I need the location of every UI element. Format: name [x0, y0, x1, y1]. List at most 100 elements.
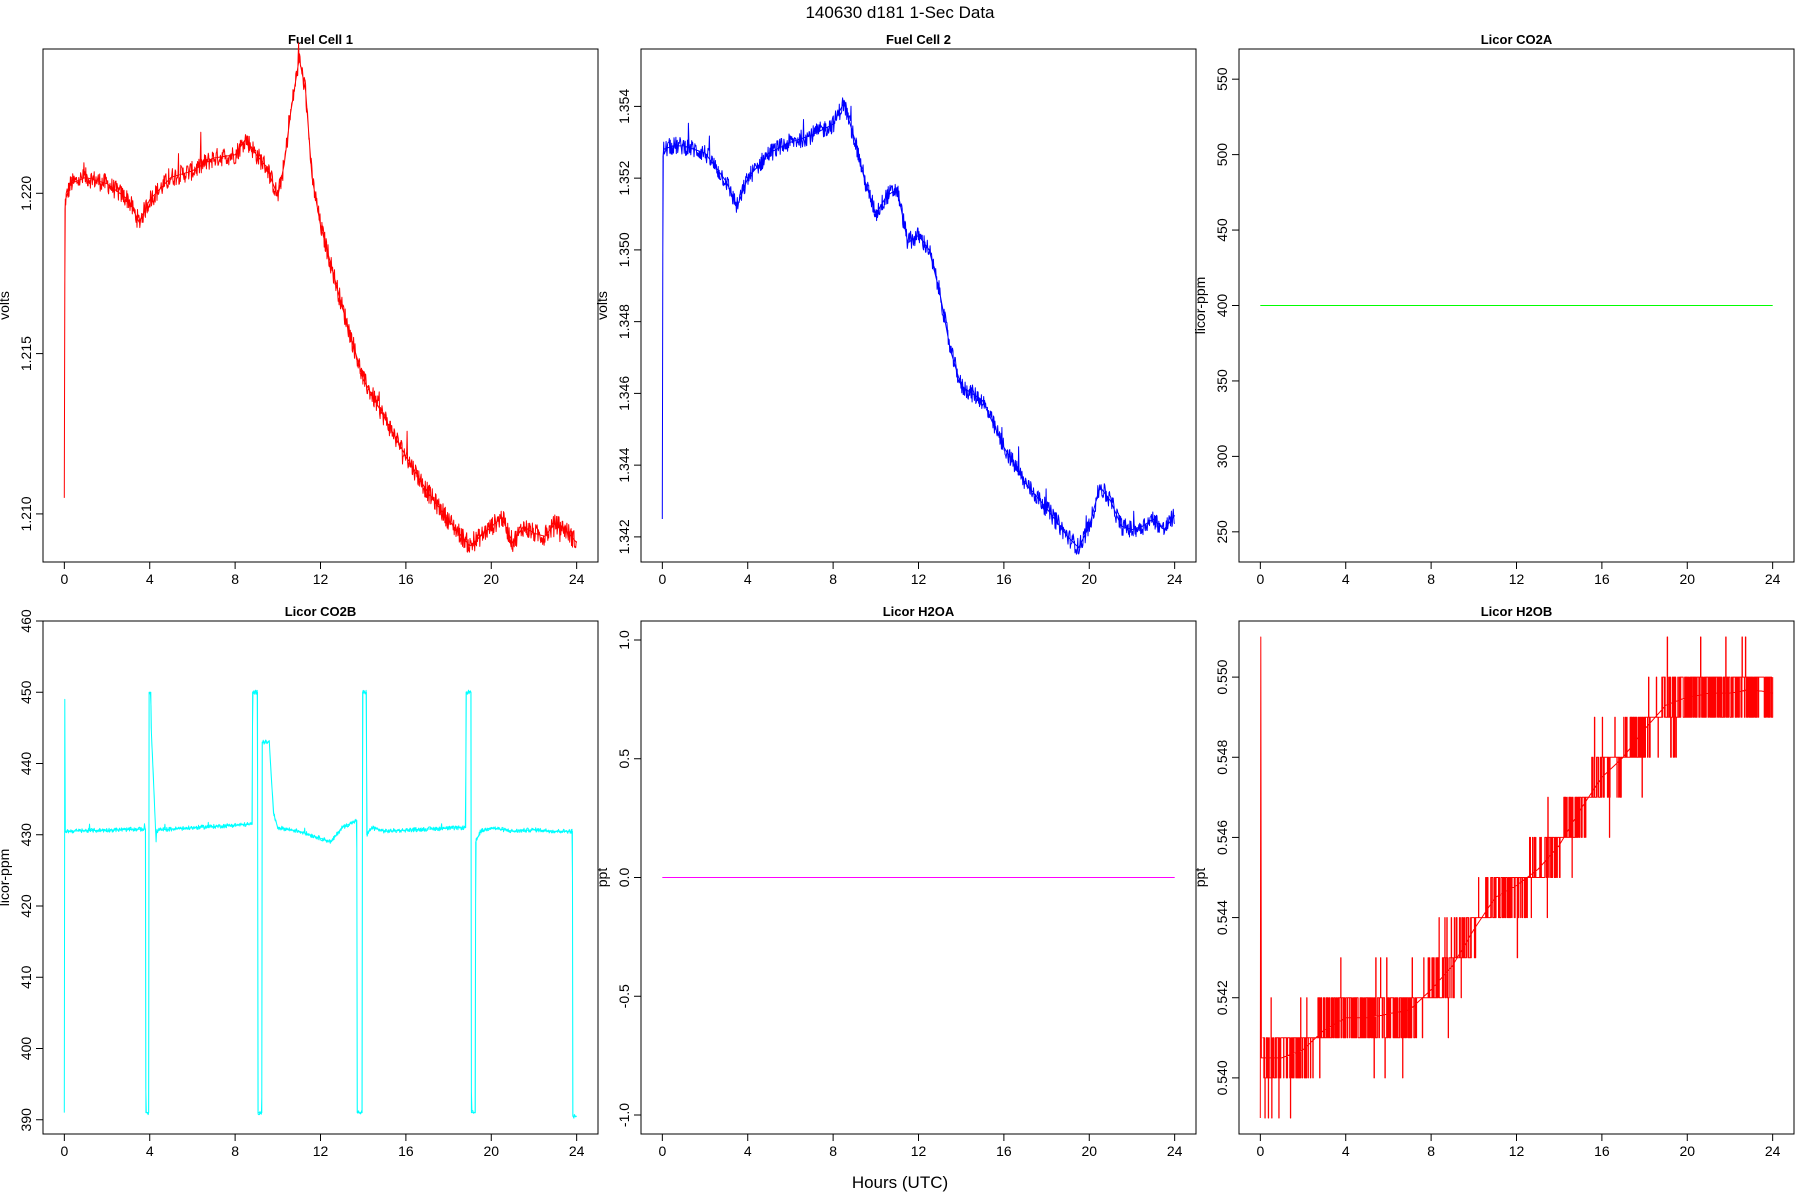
y-tick-label: 500: [1214, 143, 1230, 167]
x-tick-label: 12: [313, 1143, 329, 1159]
x-tick-label: 4: [146, 1143, 154, 1159]
y-tick-label: 0.5: [616, 749, 632, 769]
x-tick-label: 16: [1594, 571, 1610, 587]
y-axis-label: ppt: [594, 868, 610, 888]
y-tick-label: 400: [1214, 294, 1230, 318]
panel-5: Licor H2OA 0 4 8 12 16 20 24 -1.0 -0.5 0.0 0.5 1.0 pp…: [594, 604, 1197, 1159]
x-tick-label: 8: [231, 571, 239, 587]
x-tick-label: 12: [1509, 1143, 1525, 1159]
x-tick-label: 4: [146, 571, 154, 587]
y-tick-label: 0.544: [1214, 900, 1230, 935]
x-tick-label: 0: [60, 571, 68, 587]
y-tick-label: 1.210: [18, 496, 34, 531]
y-tick-label: 410: [18, 965, 34, 989]
y-axis-label: licor-ppm: [0, 849, 12, 907]
y-tick-label: 250: [1214, 520, 1230, 544]
x-tick-label: 20: [1679, 571, 1695, 587]
panel-title: Licor H2OB: [1481, 604, 1553, 619]
x-tick-label: 20: [1679, 1143, 1695, 1159]
y-tick-label: 450: [1214, 218, 1230, 242]
y-axis-label: volts: [594, 291, 610, 320]
x-tick-label: 0: [60, 1143, 68, 1159]
data-series-line: [63, 42, 578, 553]
x-tick-label: 12: [313, 571, 329, 587]
figure-xlabel: Hours (UTC): [852, 1173, 948, 1192]
y-tick-label: 1.342: [616, 519, 632, 554]
y-axis-label: ppt: [1192, 868, 1208, 888]
x-tick-label: 4: [744, 1143, 752, 1159]
y-axis-label: licor-ppm: [1192, 277, 1208, 335]
y-tick-label: 1.354: [616, 89, 632, 124]
plot-frame: [42, 620, 599, 1135]
x-tick-label: 12: [911, 571, 927, 587]
x-tick-label: 20: [1081, 1143, 1097, 1159]
x-tick-label: 20: [483, 571, 499, 587]
x-tick-label: 16: [996, 1143, 1012, 1159]
y-tick-label: 300: [1214, 444, 1230, 468]
x-tick-label: 16: [1594, 1143, 1610, 1159]
y-tick-label: 460: [18, 609, 34, 633]
y-tick-label: 440: [18, 752, 34, 776]
y-tick-label: 1.215: [18, 336, 34, 371]
y-tick-label: 1.352: [616, 160, 632, 195]
y-axis-label: volts: [0, 291, 12, 320]
x-tick-label: 16: [996, 571, 1012, 587]
x-tick-label: 8: [829, 571, 837, 587]
panel-title: Licor CO2B: [285, 604, 357, 619]
panel-1: Fuel Cell 1 0 4 8 12 16 20 24 1.210 1.215 1.220 vol…: [0, 32, 599, 587]
y-tick-label: 1.350: [616, 232, 632, 267]
y-tick-label: 550: [1214, 67, 1230, 91]
y-tick-label: 1.346: [616, 376, 632, 411]
x-tick-label: 4: [1342, 571, 1350, 587]
x-tick-label: 0: [1256, 571, 1264, 587]
x-tick-label: 12: [911, 1143, 927, 1159]
x-tick-label: 4: [1342, 1143, 1350, 1159]
x-tick-label: 20: [1081, 571, 1097, 587]
x-tick-label: 16: [398, 571, 414, 587]
panel-3: Licor CO2A 0 4 8 12 16 20 24 250 300 350 400 450 500 5…: [1192, 32, 1795, 587]
x-tick-label: 4: [744, 571, 752, 587]
x-tick-label: 24: [1765, 1143, 1781, 1159]
y-tick-label: 450: [18, 680, 34, 704]
y-tick-label: -0.5: [616, 984, 632, 1008]
x-tick-label: 20: [483, 1143, 499, 1159]
y-tick-label: 430: [18, 823, 34, 847]
x-tick-label: 24: [1765, 571, 1781, 587]
x-tick-label: 8: [231, 1143, 239, 1159]
panel-title: Licor CO2A: [1481, 32, 1553, 47]
x-tick-label: 24: [569, 1143, 585, 1159]
y-tick-label: 390: [18, 1108, 34, 1132]
panel-4: Licor CO2B 0 4 8 12 16 20 24 390 400 410 420 430 440 4…: [0, 604, 599, 1159]
y-tick-label: 1.344: [616, 447, 632, 482]
y-tick-label: 350: [1214, 369, 1230, 393]
plot-frame: [640, 48, 1197, 563]
x-tick-label: 16: [398, 1143, 414, 1159]
plot-frame: [42, 48, 599, 563]
y-tick-label: 420: [18, 894, 34, 918]
x-tick-label: 0: [658, 1143, 666, 1159]
y-tick-label: 0.546: [1214, 820, 1230, 855]
panels-group: Fuel Cell 1 0 4 8 12 16 20 24 1.210 1.215 1.220 vol…: [0, 32, 1795, 1159]
y-tick-label: 1.220: [18, 176, 34, 211]
y-tick-label: 1.348: [616, 304, 632, 339]
data-series-line: [63, 689, 577, 1119]
x-tick-label: 12: [1509, 571, 1525, 587]
panel-title: Fuel Cell 1: [288, 32, 353, 47]
x-tick-label: 8: [1427, 1143, 1435, 1159]
panel-title: Licor H2OA: [883, 604, 955, 619]
y-tick-label: 0.542: [1214, 980, 1230, 1015]
data-series-line: [1259, 636, 1774, 1119]
x-tick-label: 8: [829, 1143, 837, 1159]
data-series-line: [661, 97, 1176, 555]
figure-suptitle: 140630 d181 1-Sec Data: [805, 3, 995, 22]
y-tick-label: -1.0: [616, 1103, 632, 1127]
y-tick-label: 0.0: [616, 868, 632, 888]
x-tick-label: 24: [1167, 1143, 1183, 1159]
x-tick-label: 24: [1167, 571, 1183, 587]
x-tick-label: 24: [569, 571, 585, 587]
panel-title: Fuel Cell 2: [886, 32, 951, 47]
x-tick-label: 0: [658, 571, 666, 587]
y-tick-label: 1.0: [616, 630, 632, 650]
y-tick-label: 400: [18, 1037, 34, 1061]
